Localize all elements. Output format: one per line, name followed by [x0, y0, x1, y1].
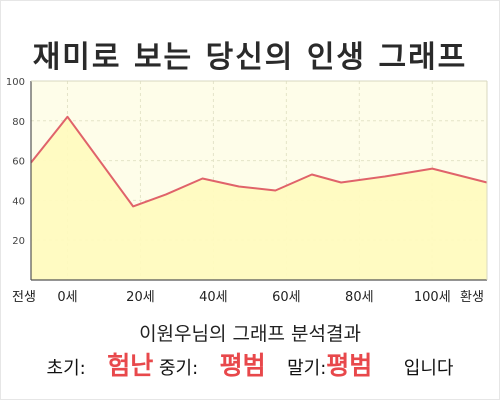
y-tick-label: 100	[6, 77, 25, 88]
x-tick-label: 환생	[460, 290, 484, 305]
series-area	[31, 116, 487, 280]
x-tick-label: 전생	[12, 290, 36, 305]
y-tick-label: 60	[12, 157, 25, 168]
verdict-line: 초기: 험난 중기: 평범 말기:평범 입니다	[0, 346, 500, 382]
x-tick-label: 20세	[126, 290, 155, 305]
late-value: 평범	[326, 351, 373, 380]
page-title: 재미로 보는 당신의 인생 그래프	[32, 40, 468, 75]
x-tick-labels: 전생 0세 20세 40세 60세 80세 100세 환생	[12, 290, 484, 305]
y-tick-labels: 20 40 60 80 100	[6, 77, 25, 247]
y-tick-label: 20	[12, 236, 25, 247]
early-label: 초기:	[46, 358, 86, 379]
x-tick-label: 80세	[345, 290, 374, 305]
late-label: 말기:	[287, 358, 327, 379]
axes	[30, 80, 488, 281]
x-tick-label: 60세	[272, 290, 301, 305]
x-tick-label: 100세	[414, 290, 451, 305]
x-tick-label: 40세	[199, 290, 228, 305]
life-graph-chart: 20 40 60 80 100 전생 0세 20세 40세 60세 80세 100세 환생	[6, 77, 488, 305]
y-tick-label: 40	[12, 196, 25, 207]
x-tick-label: 0세	[57, 290, 77, 305]
result-heading: 이원우님의 그래프 분석결과	[139, 323, 361, 345]
early-value: 험난	[107, 351, 154, 380]
mid-value: 평범	[219, 351, 266, 380]
series-line	[30, 115, 488, 208]
verdict-suffix: 입니다	[403, 358, 454, 379]
y-tick-label: 80	[12, 117, 25, 128]
mid-label: 중기:	[158, 358, 199, 379]
